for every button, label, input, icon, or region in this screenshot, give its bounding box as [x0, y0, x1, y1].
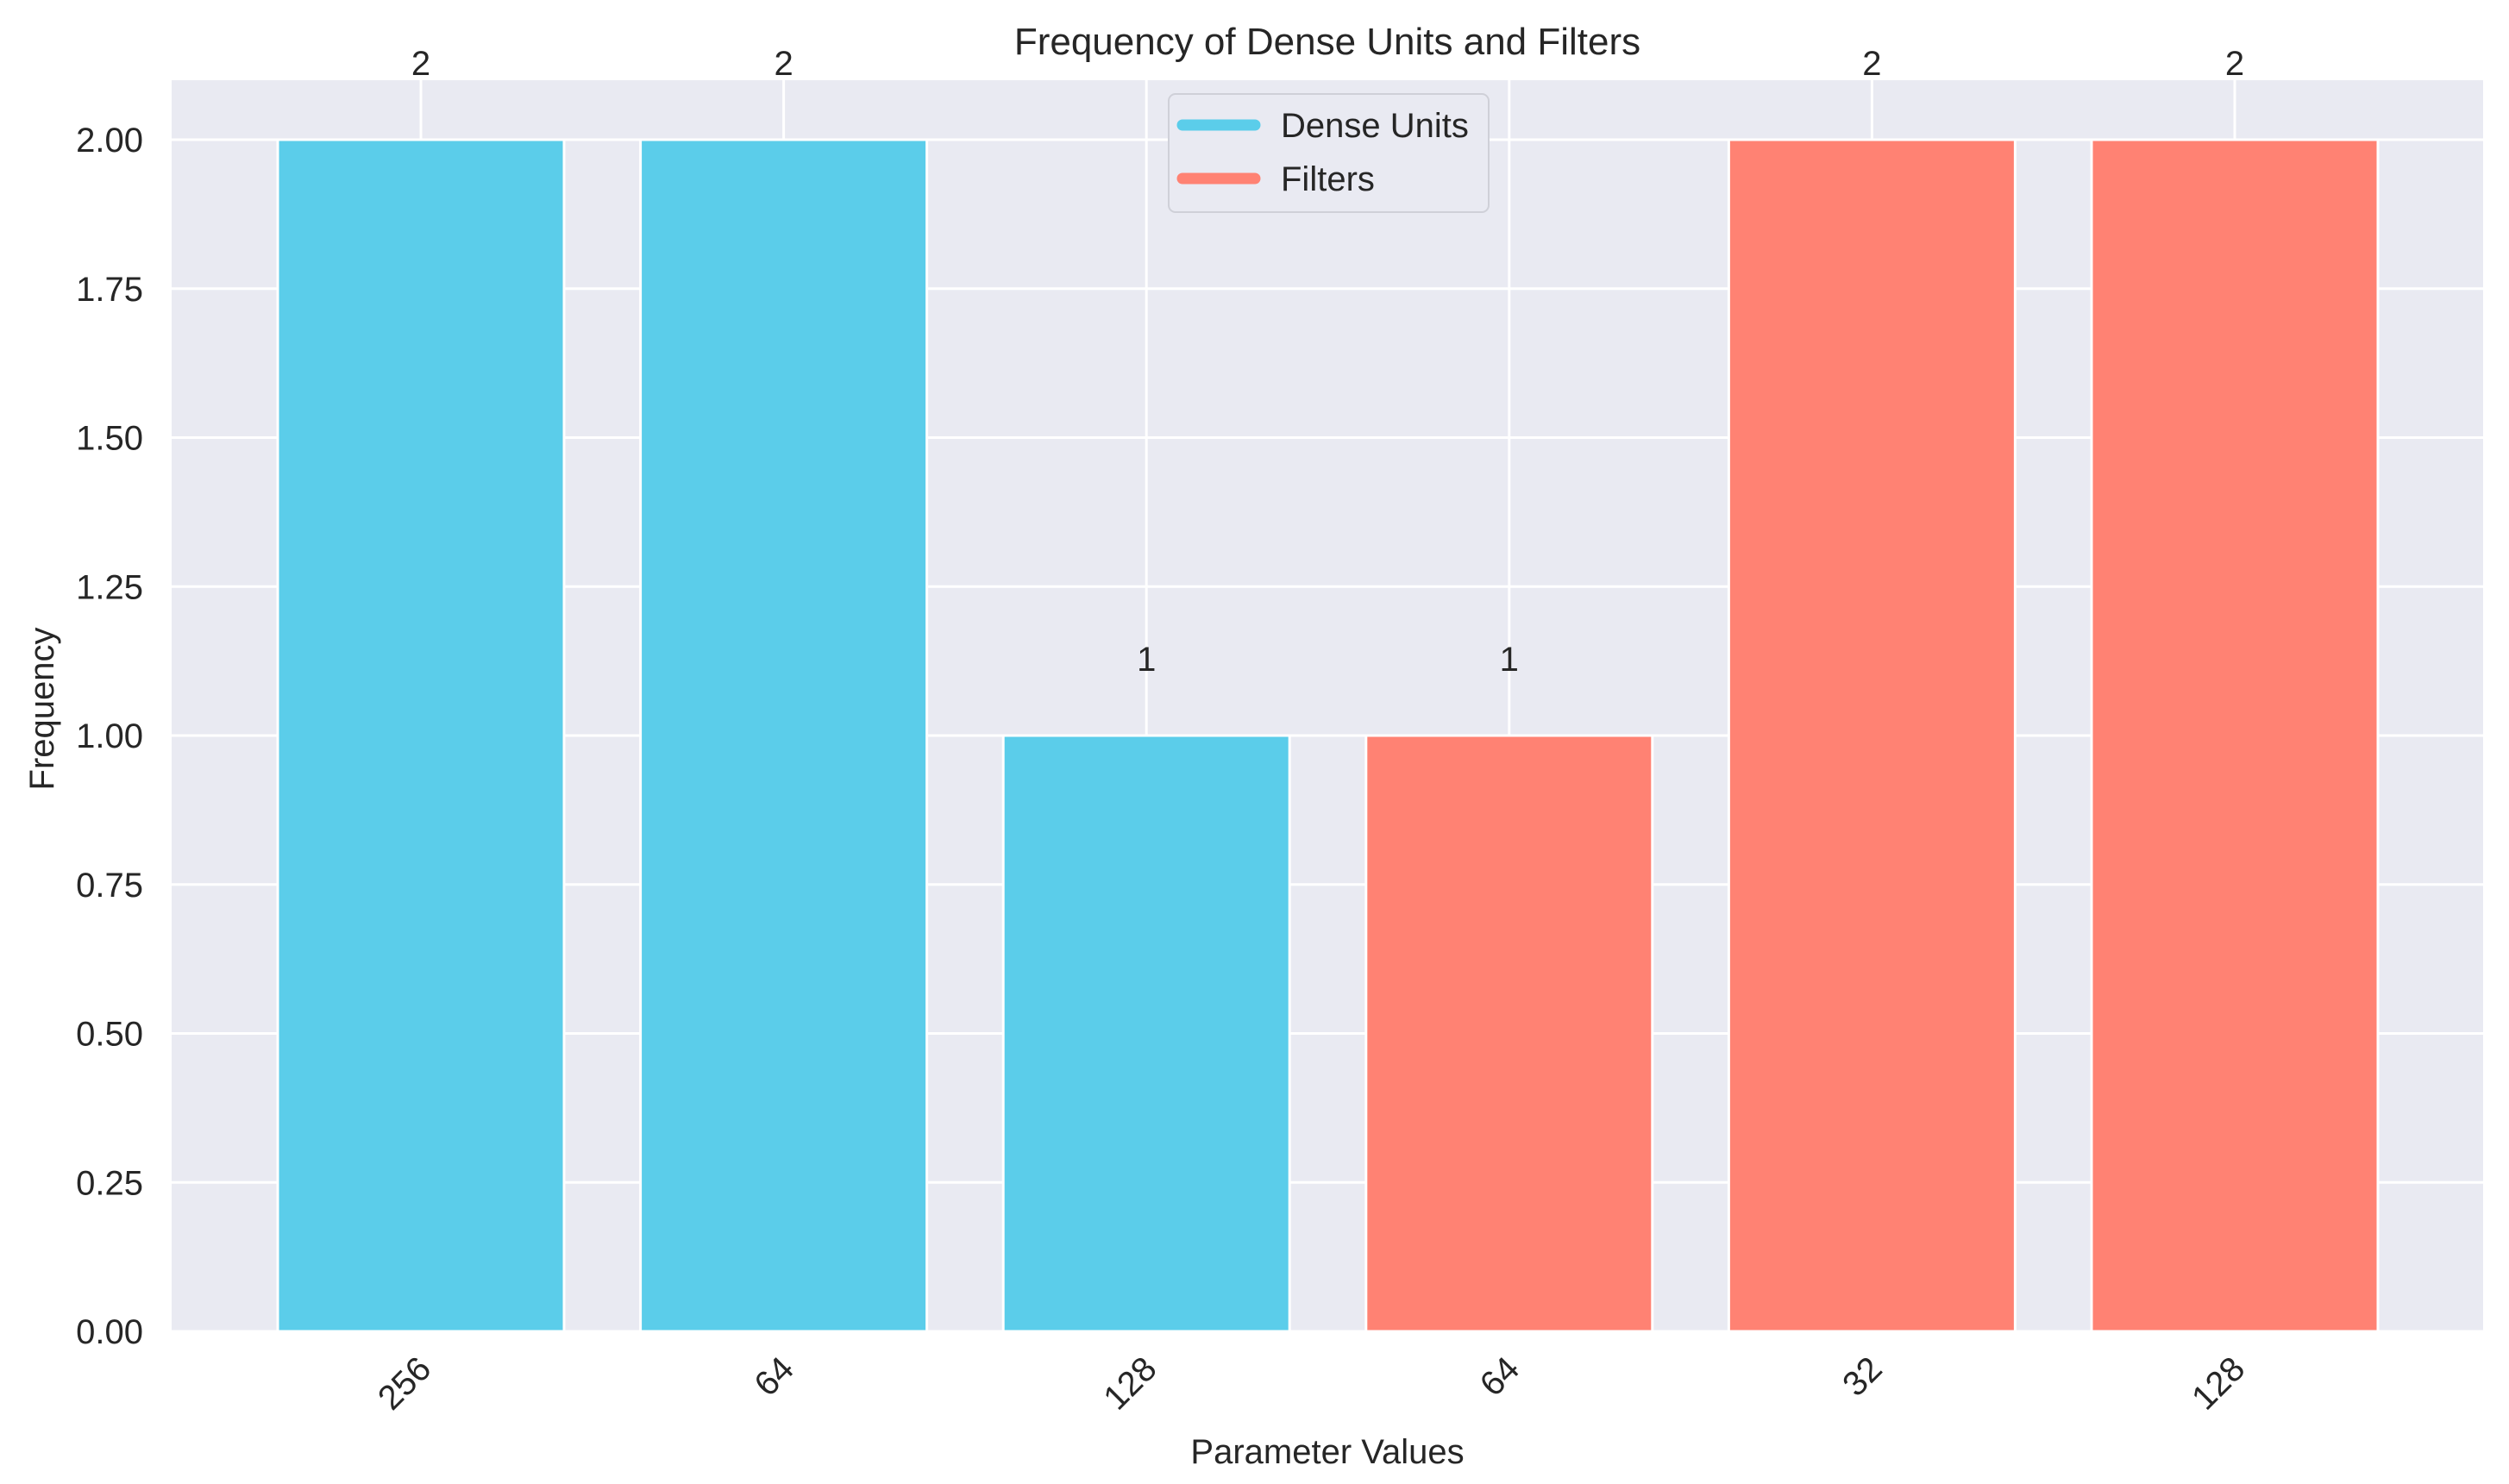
bar-value-label: 2 [411, 45, 430, 83]
x-axis-label: Parameter Values [1190, 1433, 1464, 1471]
x-tick-label: 64 [1473, 1349, 1527, 1404]
y-tick-label: 0.50 [76, 1016, 143, 1054]
bar-dense-units-0 [276, 138, 566, 1333]
bar-value-label: 2 [774, 45, 793, 83]
bar-value-label: 1 [1137, 641, 1156, 679]
y-tick-label: 0.75 [76, 867, 143, 905]
y-tick-label: 0.00 [76, 1313, 143, 1351]
bar-value-label: 2 [2225, 45, 2244, 83]
chart-title: Frequency of Dense Units and Filters [1014, 21, 1640, 63]
bar-filters-4 [1727, 138, 2017, 1333]
x-tick-label: 256 [371, 1349, 438, 1417]
legend-label-dense-units: Dense Units [1281, 107, 1469, 145]
bar-value-label: 1 [1500, 641, 1519, 679]
legend-label-filters: Filters [1281, 160, 1375, 198]
y-tick-label: 0.25 [76, 1164, 143, 1202]
x-tick-label: 32 [1835, 1349, 1890, 1404]
bar-filters-3 [1364, 734, 1654, 1333]
y-tick-label: 1.50 [76, 420, 143, 458]
bar-value-label: 2 [1862, 45, 1881, 83]
x-tick-label: 128 [2185, 1349, 2252, 1417]
legend: Dense Units Filters [1168, 93, 1490, 213]
bars [276, 138, 2380, 1333]
y-tick-label: 1.75 [76, 271, 143, 309]
y-tick-label: 1.25 [76, 568, 143, 606]
x-tick-label: 128 [1096, 1349, 1164, 1417]
data-labels: 2 2 1 1 2 2 [411, 45, 2244, 679]
y-tick-label: 2.00 [76, 122, 143, 160]
y-tick-label: 1.00 [76, 717, 143, 755]
x-tick-label: 64 [747, 1349, 801, 1404]
bar-dense-units-1 [639, 138, 929, 1333]
bar-filters-5 [2090, 138, 2380, 1333]
x-axis-ticks: 256 64 128 64 32 128 [371, 1349, 2252, 1417]
y-axis-ticks: 0.00 0.25 0.50 0.75 1.00 1.25 1.50 1.75 2.00 [76, 122, 143, 1351]
y-axis-label: Frequency [23, 628, 61, 791]
bar-dense-units-2 [1001, 734, 1291, 1333]
